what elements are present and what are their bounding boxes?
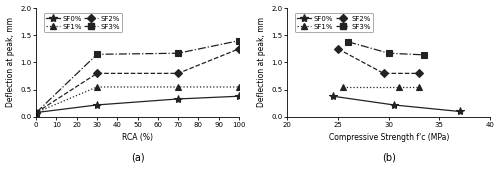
Legend: SF0%, SF1%, SF2%, SF3%: SF0%, SF1%, SF2%, SF3% xyxy=(295,13,374,32)
Y-axis label: Deflection at peak, mm: Deflection at peak, mm xyxy=(6,18,15,108)
Text: (a): (a) xyxy=(130,153,144,163)
X-axis label: RCA (%): RCA (%) xyxy=(122,133,153,142)
X-axis label: Compressive Strength f'c (MPa): Compressive Strength f'c (MPa) xyxy=(328,133,449,142)
Y-axis label: Deflection at peak, mm: Deflection at peak, mm xyxy=(256,18,266,108)
Legend: SF0%, SF1%, SF2%, SF3%: SF0%, SF1%, SF2%, SF3% xyxy=(44,13,122,32)
Text: (b): (b) xyxy=(382,153,396,163)
